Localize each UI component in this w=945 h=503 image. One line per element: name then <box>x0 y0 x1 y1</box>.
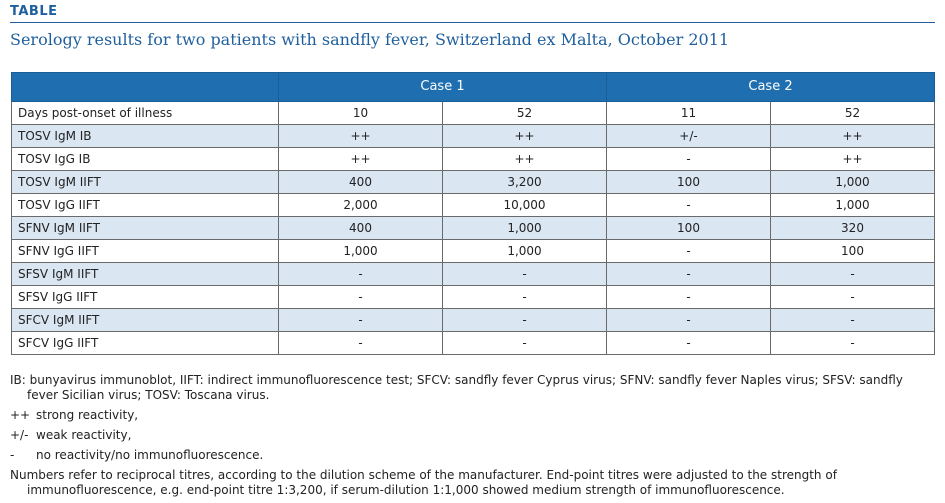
table-cell: - <box>278 262 443 286</box>
legend-text: no reactivity/no immunofluorescence. <box>36 448 264 462</box>
row-label: TOSV IgG IIFT <box>11 193 279 217</box>
table-cell: - <box>770 262 935 286</box>
table-row: TOSV IgM IIFT 400 3,200 100 1,000 <box>11 170 935 194</box>
row-label: SFSV IgM IIFT <box>11 262 279 286</box>
table-cell: - <box>606 285 771 309</box>
table-cell: 52 <box>442 101 607 125</box>
table-row: SFNV IgM IIFT 400 1,000 100 320 <box>11 216 935 240</box>
titre-footnote: Numbers refer to reciprocal titres, acco… <box>10 468 837 497</box>
legend-symbol: +/- <box>10 428 29 442</box>
table-cell: ++ <box>442 147 607 171</box>
row-label: TOSV IgM IB <box>11 124 279 148</box>
table-cell: ++ <box>770 147 935 171</box>
table-cell: - <box>442 262 607 286</box>
table-row: SFNV IgG IIFT 1,000 1,000-100 <box>11 239 935 263</box>
table-cell: 10,000 <box>442 193 607 217</box>
table-cell: - <box>442 308 607 332</box>
table-cell: 2,000 <box>278 193 443 217</box>
table-notes: IB: bunyavirus immunoblot, IIFT: indirec… <box>10 373 935 503</box>
table-cell: 400 <box>278 216 443 240</box>
table-cell: 11 <box>606 101 771 125</box>
table-cell: - <box>606 147 771 171</box>
table-cell: 1,000 <box>442 216 607 240</box>
table-row: SFSV IgG IIFT - - - - <box>11 285 935 309</box>
row-label: SFNV IgM IIFT <box>11 216 279 240</box>
table-cell: - <box>606 239 771 263</box>
legend-text: strong reactivity, <box>36 408 139 422</box>
row-label: SFNV IgG IIFT <box>11 239 279 263</box>
row-label: SFSV IgG IIFT <box>11 285 279 309</box>
table-cell: 100 <box>606 216 771 240</box>
table-cell: - <box>442 331 607 355</box>
table-row: Days post-onset of illness 10 52 11 52 <box>11 101 935 125</box>
legend-symbol: ++ <box>10 408 31 422</box>
table-cell: 100 <box>606 170 771 194</box>
table-cell: 1,000 <box>442 239 607 263</box>
table-row: SFCV IgM IIFT - - - - <box>11 308 935 332</box>
table-cell: 52 <box>770 101 935 125</box>
table-title: Serology results for two patients with s… <box>10 30 730 49</box>
legend-item: ++ strong reactivity, <box>10 408 935 423</box>
table-cell: ++ <box>770 124 935 148</box>
row-header-blank <box>11 72 279 102</box>
row-label: Days post-onset of illness <box>11 101 279 125</box>
row-label: TOSV IgM IIFT <box>11 170 279 194</box>
table-cell: 3,200 <box>442 170 607 194</box>
legend-text: weak reactivity, <box>36 428 132 442</box>
table-cell: - <box>278 308 443 332</box>
table-cell: - <box>770 331 935 355</box>
row-label: SFCV IgM IIFT <box>11 308 279 332</box>
table-cell: 1,000 <box>770 170 935 194</box>
row-label: TOSV IgG IB <box>11 147 279 171</box>
abbreviations-note: IB: bunyavirus immunoblot, IIFT: indirec… <box>10 373 903 402</box>
table-cell: - <box>442 285 607 309</box>
table-cell: ++ <box>278 147 443 171</box>
table-row: SFCV IgG IIFT - - - - <box>11 331 935 355</box>
table-cell: ++ <box>442 124 607 148</box>
legend-item: +/- weak reactivity, <box>10 428 935 443</box>
table-header-row: Case 1 Case 2 <box>11 72 935 102</box>
legend-symbol: - <box>10 448 15 462</box>
table-cell: 320 <box>770 216 935 240</box>
table-cell: ++ <box>278 124 443 148</box>
table-cell: +/- <box>606 124 771 148</box>
table-cell: 100 <box>770 239 935 263</box>
table-row: TOSV IgM IB ++ ++ +/- ++ <box>11 124 935 148</box>
table-row: TOSV IgG IB ++ ++ - ++ <box>11 147 935 171</box>
table-cell: - <box>770 285 935 309</box>
table-cell: - <box>606 331 771 355</box>
table-tag: TABLE <box>10 4 58 19</box>
case-1-header: Case 1 <box>278 72 607 102</box>
row-label: SFCV IgG IIFT <box>11 331 279 355</box>
table-cell: 400 <box>278 170 443 194</box>
table-cell: 1,000 <box>770 193 935 217</box>
case-2-header: Case 2 <box>606 72 935 102</box>
table-cell: - <box>606 262 771 286</box>
table-row: TOSV IgG IIFT 2,000 10,000-1,000 <box>11 193 935 217</box>
table-cell: 10 <box>278 101 443 125</box>
table-cell: 1,000 <box>278 239 443 263</box>
legend-item: - no reactivity/no immunofluorescence. <box>10 448 935 463</box>
table-cell: - <box>278 285 443 309</box>
table-cell: - <box>770 308 935 332</box>
table-row: SFSV IgM IIFT - - - - <box>11 262 935 286</box>
serology-table: Case 1 Case 2 Days post-onset of illness… <box>11 72 935 355</box>
table-cell: - <box>606 193 771 217</box>
table-cell: - <box>606 308 771 332</box>
header-rule <box>10 22 935 23</box>
table-cell: - <box>278 331 443 355</box>
